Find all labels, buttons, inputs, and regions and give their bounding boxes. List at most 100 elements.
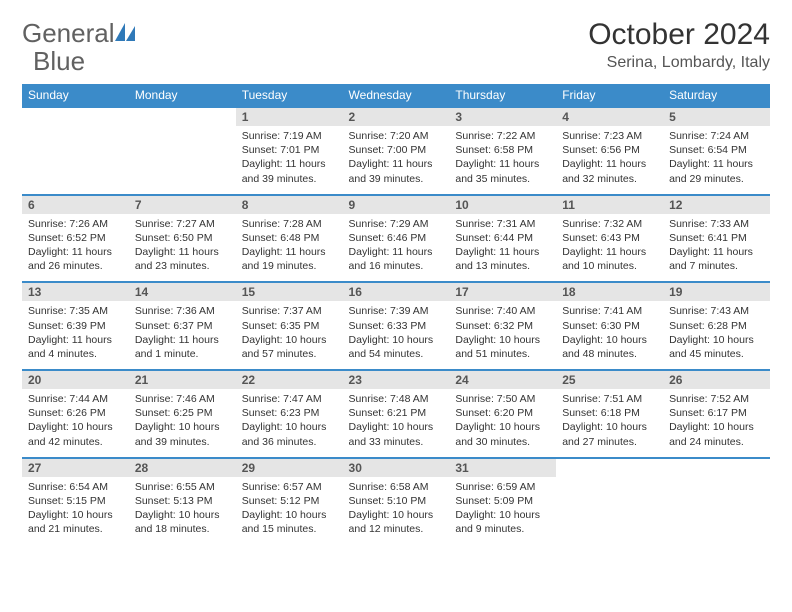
sunset-line: Sunset: 5:09 PM: [455, 494, 550, 508]
sunset-line: Sunset: 6:50 PM: [135, 231, 230, 245]
sunset-line: Sunset: 6:43 PM: [562, 231, 657, 245]
sail-icon: [115, 23, 137, 41]
weekday-header: Friday: [556, 84, 663, 107]
day-body: Sunrise: 7:52 AMSunset: 6:17 PMDaylight:…: [663, 389, 770, 457]
calendar-cell: 8Sunrise: 7:28 AMSunset: 6:48 PMDaylight…: [236, 195, 343, 283]
sunset-line: Sunset: 6:56 PM: [562, 143, 657, 157]
calendar-cell: 14Sunrise: 7:36 AMSunset: 6:37 PMDayligh…: [129, 282, 236, 370]
logo-word1: General: [22, 18, 115, 49]
daylight-line: Daylight: 11 hours and 7 minutes.: [669, 245, 764, 273]
calendar-cell: 30Sunrise: 6:58 AMSunset: 5:10 PMDayligh…: [343, 458, 450, 545]
weekday-header: Thursday: [449, 84, 556, 107]
day-number: 7: [129, 196, 236, 214]
sunset-line: Sunset: 5:10 PM: [349, 494, 444, 508]
header: General October 2024 Serina, Lombardy, I…: [22, 18, 770, 72]
calendar-row: 1Sunrise: 7:19 AMSunset: 7:01 PMDaylight…: [22, 107, 770, 195]
sunset-line: Sunset: 5:13 PM: [135, 494, 230, 508]
calendar-cell: [556, 458, 663, 545]
sunrise-line: Sunrise: 6:59 AM: [455, 480, 550, 494]
daylight-line: Daylight: 10 hours and 21 minutes.: [28, 508, 123, 536]
sunrise-line: Sunrise: 7:50 AM: [455, 392, 550, 406]
calendar-cell: 26Sunrise: 7:52 AMSunset: 6:17 PMDayligh…: [663, 370, 770, 458]
calendar-cell: 29Sunrise: 6:57 AMSunset: 5:12 PMDayligh…: [236, 458, 343, 545]
sunset-line: Sunset: 5:15 PM: [28, 494, 123, 508]
day-number: 25: [556, 371, 663, 389]
day-body: Sunrise: 7:24 AMSunset: 6:54 PMDaylight:…: [663, 126, 770, 194]
sunset-line: Sunset: 6:18 PM: [562, 406, 657, 420]
day-number: 17: [449, 283, 556, 301]
sunrise-line: Sunrise: 7:33 AM: [669, 217, 764, 231]
daylight-line: Daylight: 11 hours and 32 minutes.: [562, 157, 657, 185]
day-body: Sunrise: 7:50 AMSunset: 6:20 PMDaylight:…: [449, 389, 556, 457]
calendar-row: 20Sunrise: 7:44 AMSunset: 6:26 PMDayligh…: [22, 370, 770, 458]
sunrise-line: Sunrise: 7:47 AM: [242, 392, 337, 406]
sunrise-line: Sunrise: 6:57 AM: [242, 480, 337, 494]
weekday-header: Saturday: [663, 84, 770, 107]
calendar-cell: 11Sunrise: 7:32 AMSunset: 6:43 PMDayligh…: [556, 195, 663, 283]
day-number: 26: [663, 371, 770, 389]
location: Serina, Lombardy, Italy: [588, 54, 770, 72]
sunrise-line: Sunrise: 7:35 AM: [28, 304, 123, 318]
calendar-row: 6Sunrise: 7:26 AMSunset: 6:52 PMDaylight…: [22, 195, 770, 283]
calendar-cell: 7Sunrise: 7:27 AMSunset: 6:50 PMDaylight…: [129, 195, 236, 283]
day-body: Sunrise: 7:33 AMSunset: 6:41 PMDaylight:…: [663, 214, 770, 282]
daylight-line: Daylight: 10 hours and 18 minutes.: [135, 508, 230, 536]
calendar-cell: 24Sunrise: 7:50 AMSunset: 6:20 PMDayligh…: [449, 370, 556, 458]
sunset-line: Sunset: 6:30 PM: [562, 319, 657, 333]
calendar-cell: [129, 107, 236, 195]
daylight-line: Daylight: 10 hours and 9 minutes.: [455, 508, 550, 536]
sunrise-line: Sunrise: 7:28 AM: [242, 217, 337, 231]
sunset-line: Sunset: 6:44 PM: [455, 231, 550, 245]
day-body: Sunrise: 7:28 AMSunset: 6:48 PMDaylight:…: [236, 214, 343, 282]
day-body: Sunrise: 6:58 AMSunset: 5:10 PMDaylight:…: [343, 477, 450, 545]
sunrise-line: Sunrise: 7:26 AM: [28, 217, 123, 231]
calendar-cell: 13Sunrise: 7:35 AMSunset: 6:39 PMDayligh…: [22, 282, 129, 370]
day-body: Sunrise: 6:59 AMSunset: 5:09 PMDaylight:…: [449, 477, 556, 545]
calendar-row: 13Sunrise: 7:35 AMSunset: 6:39 PMDayligh…: [22, 282, 770, 370]
sunrise-line: Sunrise: 7:24 AM: [669, 129, 764, 143]
daylight-line: Daylight: 11 hours and 29 minutes.: [669, 157, 764, 185]
calendar-cell: 23Sunrise: 7:48 AMSunset: 6:21 PMDayligh…: [343, 370, 450, 458]
day-number: 13: [22, 283, 129, 301]
calendar-cell: 15Sunrise: 7:37 AMSunset: 6:35 PMDayligh…: [236, 282, 343, 370]
sunrise-line: Sunrise: 7:40 AM: [455, 304, 550, 318]
day-number: 10: [449, 196, 556, 214]
day-body: Sunrise: 7:19 AMSunset: 7:01 PMDaylight:…: [236, 126, 343, 194]
calendar-cell: 2Sunrise: 7:20 AMSunset: 7:00 PMDaylight…: [343, 107, 450, 195]
day-number: 3: [449, 108, 556, 126]
day-number: 4: [556, 108, 663, 126]
day-body: Sunrise: 7:31 AMSunset: 6:44 PMDaylight:…: [449, 214, 556, 282]
daylight-line: Daylight: 10 hours and 36 minutes.: [242, 420, 337, 448]
logo-word2: Blue: [33, 46, 85, 77]
sunset-line: Sunset: 6:21 PM: [349, 406, 444, 420]
day-body: Sunrise: 7:46 AMSunset: 6:25 PMDaylight:…: [129, 389, 236, 457]
page-title: October 2024: [588, 18, 770, 52]
day-body: Sunrise: 7:29 AMSunset: 6:46 PMDaylight:…: [343, 214, 450, 282]
sunrise-line: Sunrise: 7:19 AM: [242, 129, 337, 143]
sunrise-line: Sunrise: 7:36 AM: [135, 304, 230, 318]
sunrise-line: Sunrise: 7:37 AM: [242, 304, 337, 318]
calendar-cell: 10Sunrise: 7:31 AMSunset: 6:44 PMDayligh…: [449, 195, 556, 283]
daylight-line: Daylight: 10 hours and 54 minutes.: [349, 333, 444, 361]
daylight-line: Daylight: 11 hours and 35 minutes.: [455, 157, 550, 185]
daylight-line: Daylight: 11 hours and 4 minutes.: [28, 333, 123, 361]
weekday-header: Tuesday: [236, 84, 343, 107]
day-number: 14: [129, 283, 236, 301]
day-number: 23: [343, 371, 450, 389]
daylight-line: Daylight: 10 hours and 51 minutes.: [455, 333, 550, 361]
daylight-line: Daylight: 11 hours and 13 minutes.: [455, 245, 550, 273]
logo: General: [22, 18, 137, 49]
day-body: Sunrise: 7:48 AMSunset: 6:21 PMDaylight:…: [343, 389, 450, 457]
day-body: Sunrise: 7:47 AMSunset: 6:23 PMDaylight:…: [236, 389, 343, 457]
sunset-line: Sunset: 6:48 PM: [242, 231, 337, 245]
weekday-header: Wednesday: [343, 84, 450, 107]
day-body: Sunrise: 7:26 AMSunset: 6:52 PMDaylight:…: [22, 214, 129, 282]
weekday-header: Monday: [129, 84, 236, 107]
calendar-cell: 12Sunrise: 7:33 AMSunset: 6:41 PMDayligh…: [663, 195, 770, 283]
calendar-cell: 1Sunrise: 7:19 AMSunset: 7:01 PMDaylight…: [236, 107, 343, 195]
calendar-cell: 18Sunrise: 7:41 AMSunset: 6:30 PMDayligh…: [556, 282, 663, 370]
sunrise-line: Sunrise: 6:58 AM: [349, 480, 444, 494]
calendar-table: Sunday Monday Tuesday Wednesday Thursday…: [22, 84, 770, 544]
calendar-cell: 20Sunrise: 7:44 AMSunset: 6:26 PMDayligh…: [22, 370, 129, 458]
calendar-cell: 16Sunrise: 7:39 AMSunset: 6:33 PMDayligh…: [343, 282, 450, 370]
